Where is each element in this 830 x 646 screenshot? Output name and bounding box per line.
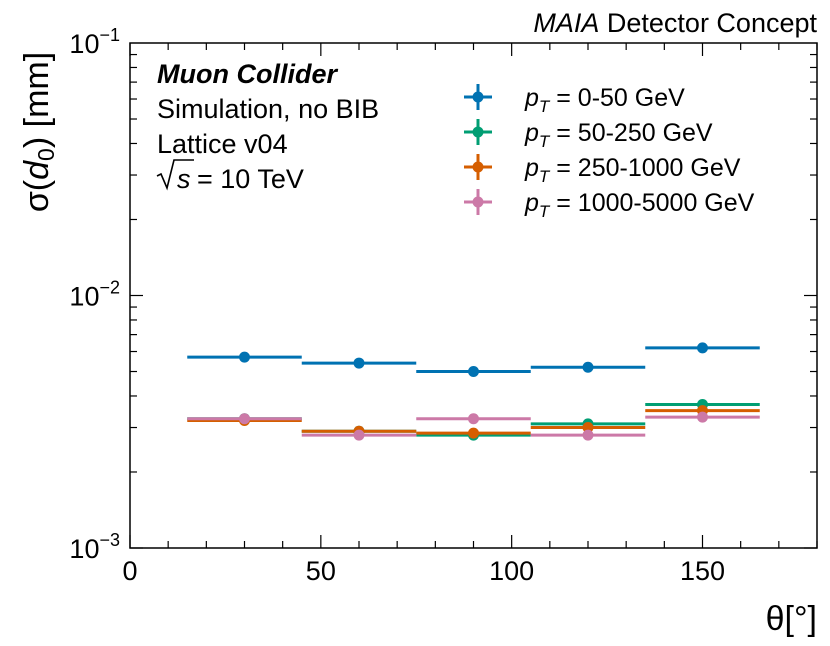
header-italic: MAIA <box>533 8 599 38</box>
legend-label-var: p <box>524 119 539 147</box>
header-rest: Detector Concept <box>599 8 817 38</box>
data-point <box>468 366 479 378</box>
y-tick-label: 10−3 <box>69 530 120 564</box>
legend-entry-1: pT = 50-250 GeV <box>464 119 713 151</box>
y-axis-label: σ(d0) [mm] <box>18 52 59 212</box>
legend-label: pT = 50-250 GeV <box>524 119 713 151</box>
y-tick-label: 10−2 <box>69 278 120 312</box>
y-tick-label-base: 10 <box>69 534 99 564</box>
data-point <box>353 357 365 369</box>
data-point <box>582 361 594 373</box>
legend-label-sub: T <box>539 132 551 151</box>
plot-frame <box>129 42 818 549</box>
y-axis-label-var: d <box>18 160 56 180</box>
y-tick-label-base: 10 <box>69 29 99 59</box>
legend-label-var: p <box>524 189 539 217</box>
data-point <box>468 413 479 425</box>
x-axis-label: θ[°] <box>766 600 817 638</box>
sqrt-symbol <box>156 159 194 191</box>
annotation-line4-rest: = 10 TeV <box>197 164 304 194</box>
x-tick-label: 50 <box>306 556 336 586</box>
legend-label-var: p <box>524 84 539 112</box>
annotation-line4: s = 10 TeV <box>156 159 304 194</box>
data-point <box>697 411 708 423</box>
legend-label-range: = 250-1000 GeV <box>549 154 740 182</box>
legend-label-sub: T <box>539 167 551 186</box>
legend-label-range: = 50-250 GeV <box>549 119 713 147</box>
legend-entry-3: pT = 1000-5000 GeV <box>464 189 755 221</box>
experiment-annotation: Muon Collider Simulation, no BIB Lattice… <box>156 59 379 194</box>
annotation-line4-var: s <box>177 164 191 194</box>
legend-marker-dot <box>472 161 484 173</box>
legend-entry-2: pT = 250-1000 GeV <box>464 154 741 186</box>
legend-entry-0: pT = 0-50 GeV <box>464 84 685 116</box>
annotation-line1: Muon Collider <box>157 59 338 89</box>
x-tick-label: 100 <box>489 556 534 586</box>
data-point <box>239 351 250 363</box>
legend-label-sub: T <box>539 97 551 116</box>
legend-marker-dot <box>472 126 484 138</box>
data-point <box>582 422 594 434</box>
x-tick-label: 150 <box>680 556 725 586</box>
y-tick-label-exp: −2 <box>99 278 120 298</box>
x-tick-label: 0 <box>122 556 137 586</box>
data-point <box>468 427 479 439</box>
data-point <box>582 429 594 441</box>
data-point <box>353 429 365 441</box>
y-axis-label-prefix: σ( <box>18 179 56 212</box>
legend-label-var: p <box>524 154 539 182</box>
y-tick-label-exp: −3 <box>99 530 120 550</box>
y-tick-label-base: 10 <box>69 282 99 312</box>
legend-label: pT = 0-50 GeV <box>524 84 685 116</box>
series-3 <box>187 411 760 441</box>
legend-label: pT = 250-1000 GeV <box>524 154 741 186</box>
legend-label: pT = 1000-5000 GeV <box>524 189 755 221</box>
y-axis-label-sub: 0 <box>33 148 59 161</box>
annotation-line2: Simulation, no BIB <box>157 94 379 124</box>
data-point <box>239 413 250 425</box>
data-point <box>697 342 708 354</box>
y-axis-label-suffix: ) [mm] <box>18 52 56 148</box>
chart-header: MAIA Detector Concept <box>533 8 817 38</box>
y-tick-label-exp: −1 <box>99 25 120 45</box>
plot-area <box>187 342 760 441</box>
legend-marker-dot <box>472 91 484 103</box>
series-0 <box>187 342 760 378</box>
legend-label-range: = 0-50 GeV <box>549 84 685 112</box>
annotation-line3: Lattice v04 <box>157 129 288 159</box>
legend-label-range: = 1000-5000 GeV <box>549 189 754 217</box>
legend-label-sub: T <box>539 202 551 221</box>
y-axis-ticks: 10−310−210−1 <box>69 25 817 564</box>
legend-marker-dot <box>472 196 484 208</box>
x-axis-ticks: 0 50 100 150 <box>122 43 818 586</box>
y-tick-label: 10−1 <box>69 25 120 59</box>
